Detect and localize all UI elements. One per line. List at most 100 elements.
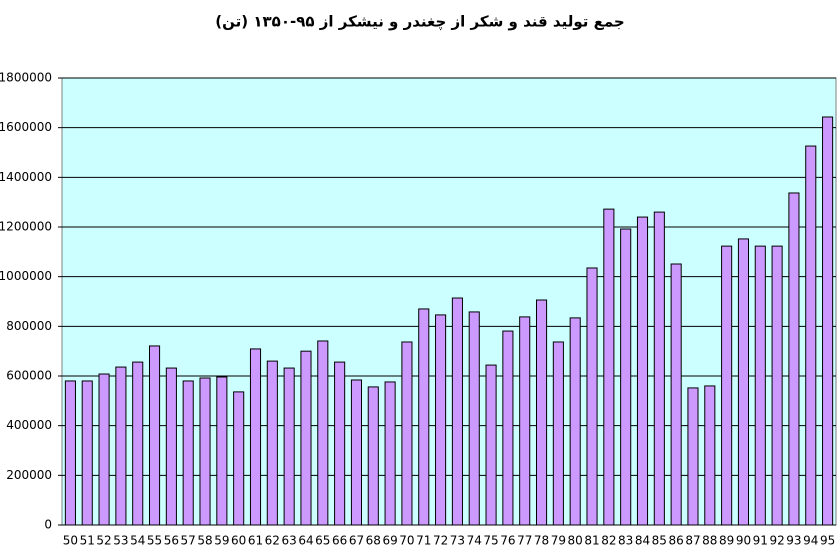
x-tick-label: 62 xyxy=(265,534,280,548)
bar xyxy=(485,364,497,526)
y-tick-label: 400000 xyxy=(6,418,52,432)
bar xyxy=(418,308,430,526)
bar xyxy=(367,386,379,526)
x-tick-label: 70 xyxy=(399,534,414,548)
x-tick-label: 55 xyxy=(147,534,162,548)
x-tick-label: 64 xyxy=(298,534,313,548)
bar xyxy=(620,228,632,526)
x-tick-label: 92 xyxy=(769,534,784,548)
bar xyxy=(771,245,783,526)
x-tick-label: 68 xyxy=(366,534,381,548)
bar xyxy=(182,380,194,526)
x-tick-label: 72 xyxy=(433,534,448,548)
y-tick-label: 200000 xyxy=(6,468,52,482)
bar xyxy=(334,361,346,526)
chart-title: جمع تولید قند و شکر از چغندر و نیشکر از … xyxy=(215,13,624,32)
x-tick-label: 52 xyxy=(96,534,111,548)
bar xyxy=(266,360,278,526)
bar xyxy=(721,245,733,526)
bar xyxy=(670,263,682,526)
bar xyxy=(653,211,665,526)
x-tick-label: 89 xyxy=(719,534,734,548)
x-tick-label: 67 xyxy=(349,534,364,548)
x-tick-label: 90 xyxy=(736,534,751,548)
x-tick-label: 78 xyxy=(534,534,549,548)
bar xyxy=(586,267,598,526)
x-tick-label: 93 xyxy=(786,534,801,548)
x-tick-label: 85 xyxy=(652,534,667,548)
bar xyxy=(435,314,447,526)
bar xyxy=(687,387,699,526)
x-tick-label: 60 xyxy=(231,534,246,548)
bar xyxy=(233,391,245,526)
bar xyxy=(384,381,396,526)
bar xyxy=(822,116,834,526)
x-tick-label: 80 xyxy=(568,534,583,548)
y-tick-label: 800000 xyxy=(6,319,52,333)
y-tick-label: 1200000 xyxy=(0,220,52,234)
bar xyxy=(148,345,161,526)
bar xyxy=(788,192,800,526)
x-tick-label: 88 xyxy=(702,534,717,548)
bar xyxy=(552,341,564,526)
bar xyxy=(199,377,211,526)
y-tick-label: 1800000 xyxy=(0,71,52,85)
x-tick-label: 50 xyxy=(63,534,78,548)
bar xyxy=(249,348,262,526)
x-tick-label: 63 xyxy=(282,534,297,548)
bar xyxy=(115,366,127,526)
bar xyxy=(451,297,463,526)
bar xyxy=(283,367,295,526)
bar xyxy=(64,380,76,526)
x-tick-label: 61 xyxy=(248,534,263,548)
bar xyxy=(502,330,514,526)
x-tick-label: 79 xyxy=(551,534,566,548)
bar xyxy=(132,361,144,526)
bar xyxy=(805,145,817,526)
x-tick-label: 77 xyxy=(517,534,532,548)
bar xyxy=(754,245,766,526)
y-tick-label: 1600000 xyxy=(0,120,52,134)
bar xyxy=(401,341,413,526)
x-tick-label: 81 xyxy=(584,534,599,548)
y-tick-label: 600000 xyxy=(6,369,52,383)
x-tick-label: 75 xyxy=(483,534,498,548)
bar xyxy=(603,208,615,526)
bar xyxy=(535,299,548,526)
x-tick-label: 54 xyxy=(130,534,145,548)
x-tick-label: 65 xyxy=(315,534,330,548)
bar xyxy=(636,216,649,526)
bar xyxy=(216,376,228,526)
bar xyxy=(317,340,329,526)
y-tick-label: 1400000 xyxy=(0,170,52,184)
bar xyxy=(98,373,110,526)
bar xyxy=(569,317,581,526)
bar xyxy=(300,350,312,526)
y-tick-label: 1000000 xyxy=(0,269,52,283)
x-tick-label: 51 xyxy=(80,534,95,548)
plot-area xyxy=(61,77,837,526)
x-tick-label: 74 xyxy=(467,534,482,548)
bar xyxy=(519,316,531,526)
x-tick-label: 57 xyxy=(181,534,196,548)
x-tick-label: 76 xyxy=(500,534,515,548)
bar xyxy=(737,238,750,526)
x-tick-label: 83 xyxy=(618,534,633,548)
x-tick-label: 95 xyxy=(820,534,835,548)
bar xyxy=(468,311,480,526)
x-tick-label: 56 xyxy=(164,534,179,548)
x-tick-label: 86 xyxy=(669,534,684,548)
x-tick-label: 94 xyxy=(803,534,818,548)
y-tick-label: 0 xyxy=(44,518,52,532)
x-tick-label: 58 xyxy=(197,534,212,548)
x-tick-label: 66 xyxy=(332,534,347,548)
bar xyxy=(81,380,93,526)
bar xyxy=(350,379,363,526)
x-tick-label: 84 xyxy=(635,534,650,548)
bar xyxy=(704,385,716,526)
x-tick-label: 59 xyxy=(214,534,229,548)
x-tick-label: 71 xyxy=(416,534,431,548)
bar xyxy=(165,367,177,526)
x-tick-label: 53 xyxy=(113,534,128,548)
